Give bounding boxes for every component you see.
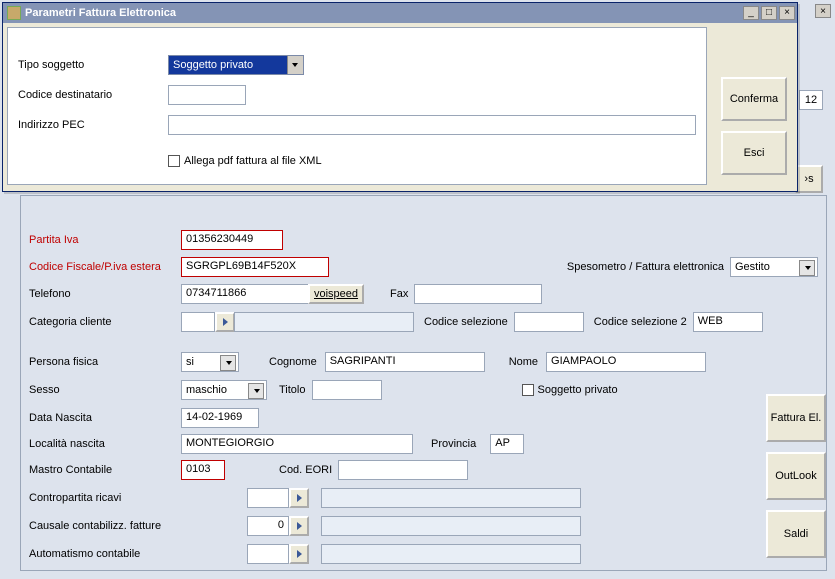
automatismo-desc — [321, 544, 581, 564]
cognome-label: Cognome — [269, 356, 317, 368]
indirizzo-pec-label: Indirizzo PEC — [18, 119, 168, 131]
nome-input[interactable]: GIAMPAOLO — [546, 352, 706, 372]
parametri-fattura-dialog: Parametri Fattura Elettronica _ □ × Tipo… — [2, 2, 798, 192]
contropartita-desc — [321, 488, 581, 508]
localita-nascita-label: Località nascita — [29, 438, 181, 450]
mastro-contabile-input[interactable]: 0103 — [181, 460, 225, 480]
fax-label: Fax — [390, 288, 408, 300]
spesometro-label: Spesometro / Fattura elettronica — [567, 261, 724, 273]
tipo-soggetto-value: Soggetto privato — [173, 59, 253, 71]
chevron-down-icon — [287, 56, 303, 74]
provincia-label: Provincia — [431, 438, 476, 450]
outer-close-button[interactable]: × — [815, 4, 831, 18]
chevron-right-icon — [297, 494, 302, 502]
chevron-right-icon — [223, 318, 228, 326]
tipo-soggetto-select[interactable]: Soggetto privato — [168, 55, 304, 75]
esci-button[interactable]: Esci — [721, 131, 787, 175]
codice-fiscale-label: Codice Fiscale/P.iva estera — [29, 261, 181, 273]
categoria-cliente-desc — [234, 312, 414, 332]
maximize-button[interactable]: □ — [761, 6, 777, 20]
sesso-select[interactable]: maschio — [181, 380, 267, 400]
categoria-lookup-button[interactable] — [215, 312, 235, 332]
codice-selezione-input[interactable] — [514, 312, 584, 332]
telefono-label: Telefono — [29, 288, 181, 300]
persona-fisica-select[interactable]: si — [181, 352, 239, 372]
localita-nascita-input[interactable]: MONTEGIORGIO — [181, 434, 413, 454]
contropartita-ricavi-label: Contropartita ricavi — [29, 492, 247, 504]
provincia-input[interactable]: AP — [490, 434, 524, 454]
badge-12: 12 — [799, 90, 823, 110]
partita-iva-input[interactable]: 01356230449 — [181, 230, 283, 250]
cod-eori-label: Cod. EORI — [279, 464, 332, 476]
contropartita-code[interactable] — [247, 488, 289, 508]
nome-label: Nome — [509, 356, 538, 368]
close-button[interactable]: × — [779, 6, 795, 20]
persona-fisica-label: Persona fisica — [29, 356, 181, 368]
partita-iva-label: Partita Iva — [29, 234, 181, 246]
cod-eori-input[interactable] — [338, 460, 468, 480]
soggetto-privato-checkbox[interactable] — [522, 384, 534, 396]
dialog-titlebar: Parametri Fattura Elettronica _ □ × — [3, 3, 797, 23]
causale-label: Causale contabilizz. fatture — [29, 520, 247, 532]
soggetto-privato-label: Soggetto privato — [538, 384, 618, 396]
data-nascita-label: Data Nascita — [29, 412, 181, 424]
titolo-label: Titolo — [279, 384, 306, 396]
categoria-cliente-label: Categoria cliente — [29, 316, 181, 328]
causale-desc — [321, 516, 581, 536]
chevron-right-icon — [297, 550, 302, 558]
categoria-cliente-code[interactable] — [181, 312, 215, 332]
app-icon — [7, 6, 21, 20]
cognome-input[interactable]: SAGRIPANTI — [325, 352, 485, 372]
saldi-button[interactable]: Saldi — [766, 510, 826, 558]
conferma-button[interactable]: Conferma — [721, 77, 787, 121]
titolo-input[interactable] — [312, 380, 382, 400]
allega-pdf-label: Allega pdf fattura al file XML — [184, 155, 322, 167]
indirizzo-pec-input[interactable] — [168, 115, 696, 135]
allega-pdf-checkbox[interactable] — [168, 155, 180, 167]
causale-lookup-button[interactable] — [289, 516, 309, 536]
fattura-el-button[interactable]: Fattura El. — [766, 394, 826, 442]
codice-selezione2-input[interactable]: WEB — [693, 312, 763, 332]
codice-selezione-label: Codice selezione — [424, 316, 508, 328]
sesso-label: Sesso — [29, 384, 181, 396]
tipo-soggetto-label: Tipo soggetto — [18, 59, 168, 71]
outlook-button[interactable]: OutLook — [766, 452, 826, 500]
dialog-body: Tipo soggetto Soggetto privato Codice de… — [7, 27, 707, 185]
data-nascita-input[interactable]: 14-02-1969 — [181, 408, 259, 428]
chevron-right-icon — [297, 522, 302, 530]
minimize-button[interactable]: _ — [743, 6, 759, 20]
spesometro-select[interactable]: Gestito — [730, 257, 818, 277]
codice-fiscale-input[interactable]: SGRGPL69B14F520X — [181, 257, 329, 277]
contropartita-lookup-button[interactable] — [289, 488, 309, 508]
codice-destinatario-input[interactable] — [168, 85, 246, 105]
causale-code[interactable]: 0 — [247, 516, 289, 536]
automatismo-code[interactable] — [247, 544, 289, 564]
fax-input[interactable] — [414, 284, 542, 304]
mastro-contabile-label: Mastro Contabile — [29, 464, 181, 476]
automatismo-lookup-button[interactable] — [289, 544, 309, 564]
voispeed-button[interactable]: voispeed — [308, 284, 364, 304]
automatismo-label: Automatismo contabile — [29, 548, 247, 560]
main-panel: Nazionalità Partita Iva 01356230449 Codi… — [20, 195, 827, 571]
dialog-title: Parametri Fattura Elettronica — [25, 7, 176, 19]
telefono-input[interactable]: 0734711866 — [181, 284, 309, 304]
ps-button[interactable]: ›s — [795, 165, 823, 193]
codice-selezione2-label: Codice selezione 2 — [594, 316, 687, 328]
codice-destinatario-label: Codice destinatario — [18, 89, 168, 101]
